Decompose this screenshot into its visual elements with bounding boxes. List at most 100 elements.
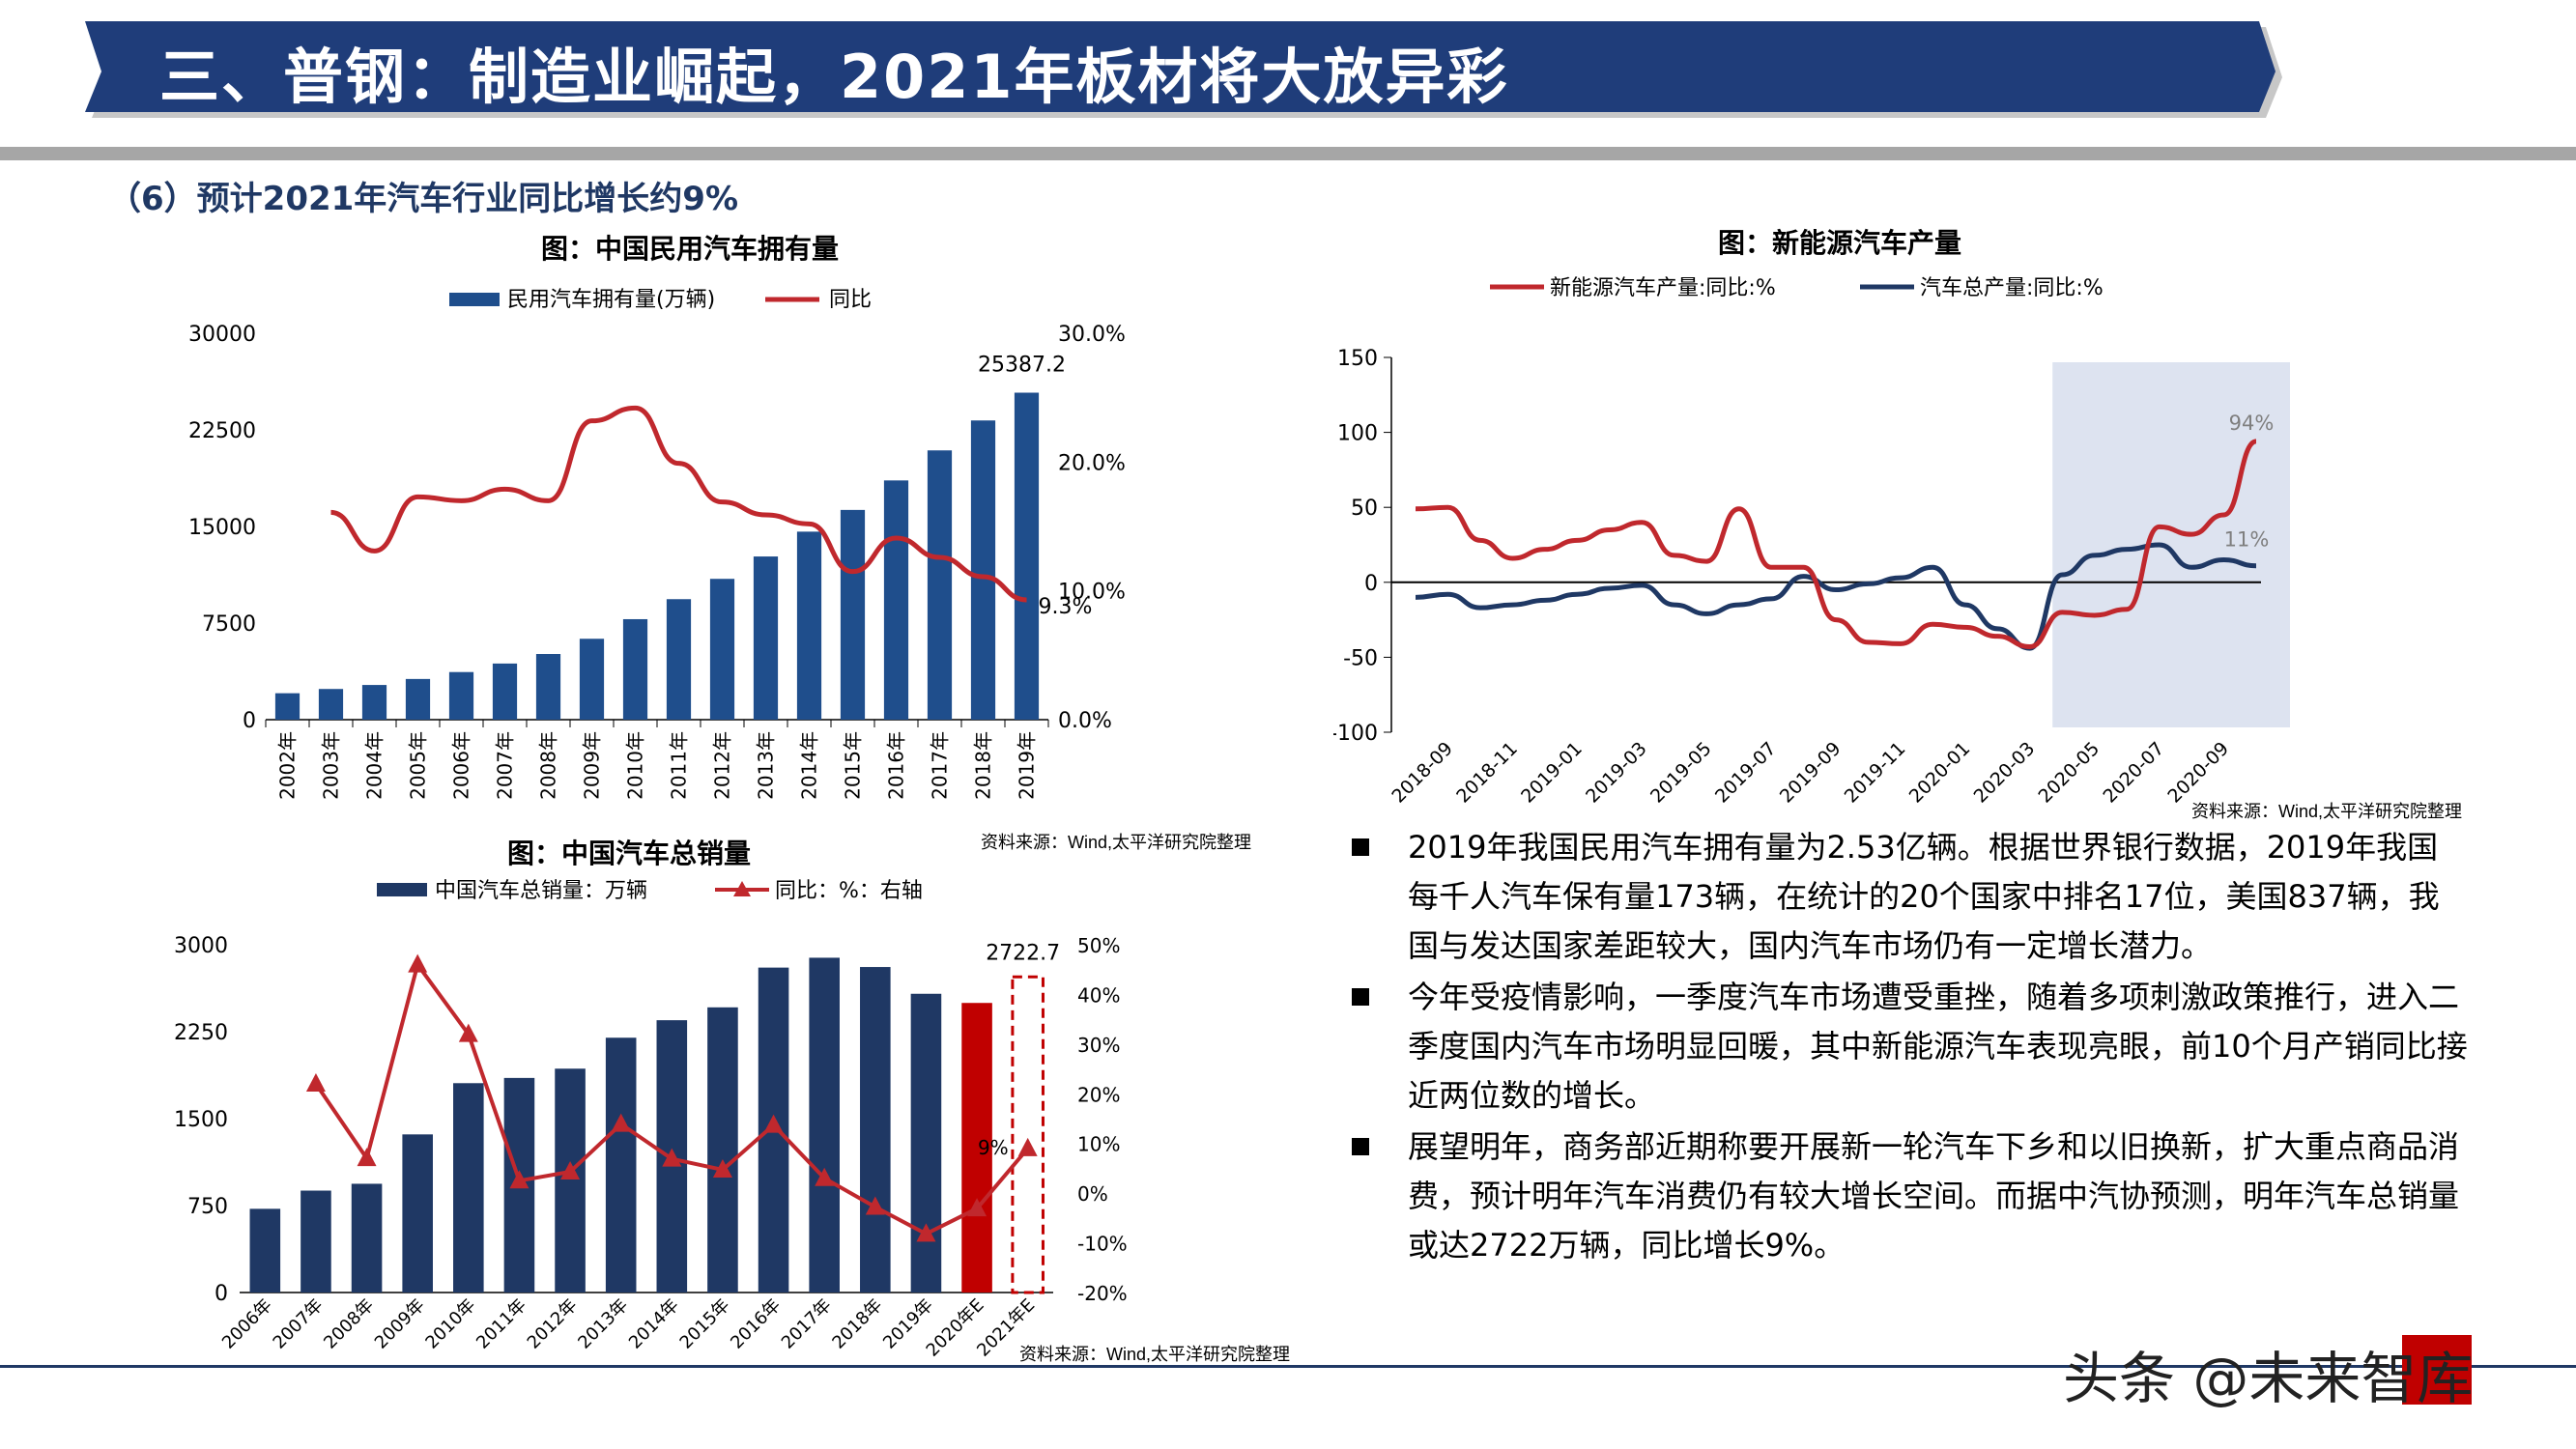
x-tick-label: 2016年 [885,731,908,800]
yoy-marker [865,1196,885,1215]
x-tick-label: 2017年 [778,1295,836,1353]
square-bullet-icon [1352,1138,1369,1155]
data-label-last-line: 9.3% [1039,595,1093,619]
x-tick-label: 2018年 [972,731,995,800]
nev-chart: 新能源汽车产量:同比:% 汽车总产量:同比:% 150 100 50 0 -50 -100 20… [1333,276,2290,808]
x-tick-label: 2009年 [371,1295,429,1353]
y-tick-label: 0 [1364,572,1378,596]
bar [249,1208,281,1293]
y-left-tick-label: 22500 [188,419,256,443]
bar [453,1083,484,1293]
bullet-item: 2019年我国民用汽车拥有量为2.53亿辆。根据世界银行数据，2019年我国每千… [1348,823,2469,971]
yoy-marker [357,1148,377,1167]
bar [927,450,953,720]
sales-chart-title: 图：中国汽车总销量 [507,838,752,869]
y-right-tick-label: 20% [1077,1083,1120,1106]
bar [809,957,840,1293]
bar [405,678,431,720]
x-tick-label: 2014年 [798,731,821,800]
x-tick-label: 2019-09 [1776,738,1846,808]
yoy-marker [509,1170,530,1189]
yoy-marker [458,1023,478,1042]
y-right-tick-label: 0.0% [1058,709,1112,733]
label-nev-end: 94% [2229,412,2275,435]
x-tick-label: 2020-01 [1905,738,1975,808]
bar [605,1037,637,1293]
bar [840,509,866,720]
x-tick-label: 2007年 [270,1295,328,1353]
bar [301,1190,331,1293]
yoy-marker [305,1073,326,1092]
data-label-last-line: 9% [978,1136,1009,1159]
ownership-chart-title: 图：中国民用汽车拥有量 [541,233,840,265]
x-tick-label: 2013年 [574,1295,632,1353]
legend-bar-swatch [449,293,500,306]
y-right-tick-label: 10% [1077,1133,1120,1156]
yoy-marker [916,1223,936,1242]
nev-chart-title: 图：新能源汽车产量 [1718,227,1962,259]
x-tick-label: 2014年 [625,1295,683,1353]
bar [860,967,891,1293]
bar [448,671,474,720]
y-right-tick-label: 40% [1077,983,1120,1007]
bullet-text: 2019年我国民用汽车拥有量为2.53亿辆。根据世界银行数据，2019年我国每千… [1408,829,2440,964]
bar [535,654,561,720]
data-label-last-bar: 2722.7 [986,941,1060,965]
x-tick-label: 2008年 [537,731,560,800]
bar-forecast-2020 [961,1003,992,1293]
watermark: 头条 @未来智库 [2063,1346,2474,1411]
y-right-tick-label: 10.0% [1058,581,1126,605]
x-tick-label: 2010年 [624,731,647,800]
legend-bar-label: 中国汽车总销量：万辆 [435,879,647,903]
y-tick-label: 100 [1337,422,1378,446]
y-tick-label: 50 [1351,497,1378,521]
bar [883,480,909,720]
y-left-tick-label: 1500 [174,1108,228,1132]
x-tick-label: 2019-01 [1517,738,1587,808]
x-tick-label: 2018-11 [1452,738,1522,808]
bar [910,993,942,1293]
x-tick-label: 2020-05 [2035,738,2104,808]
y-tick-label: -50 [1343,646,1378,670]
bar [707,1007,738,1293]
bar [709,579,735,720]
bullet-text: 今年受疫情影响，一季度汽车市场遭受重挫，随着多项刺激政策推行，进入二季度国内汽车… [1408,979,2468,1114]
square-bullet-icon [1352,988,1369,1006]
bar [492,663,518,720]
ownership-source: 资料来源：Wind,太平洋研究院整理 [981,833,1252,852]
bullet-item: 展望明年，商务部近期称要开展新一轮汽车下乡和以旧换新，扩大重点商品消费，预计明年… [1348,1122,2469,1270]
yoy-marker [611,1113,631,1132]
y-right-tick-label: 0% [1077,1182,1108,1206]
y-left-tick-label: 30000 [188,323,256,347]
x-tick-label: 2019-07 [1711,738,1781,808]
x-tick-label: 2015年 [676,1295,734,1353]
y-right-tick-label: 30.0% [1058,323,1126,347]
yoy-marker [662,1148,682,1167]
bar [402,1134,433,1293]
data-label-last-bar: 25387.2 [978,354,1066,378]
bar [351,1183,383,1293]
highlight-region [2052,362,2290,727]
bar-forecast-2021 [1011,975,1045,1294]
y-right-tick-label: 50% [1077,934,1120,957]
legend-line-label: 同比：%：右轴 [775,879,923,903]
legend-total-label: 汽车总产量:同比:% [1920,276,2104,300]
legend-nev-label: 新能源汽车产量:同比:% [1550,276,1776,300]
header-banner [85,21,2282,118]
x-tick-label: 2011年 [668,731,691,800]
yoy-marker [763,1114,784,1133]
sales-chart: 中国汽车总销量：万辆 同比：%：右轴 3000 2250 1500 750 0 50% 40% 3… [174,879,1128,1361]
bar [555,1068,586,1293]
sales-source: 资料来源：Wind,太平洋研究院整理 [1019,1345,1291,1364]
x-tick-label: 2013年 [755,731,778,800]
x-tick-label: 2009年 [581,731,604,800]
x-tick-label: 2016年 [727,1295,785,1353]
section-title: （6）预计2021年汽车行业同比增长约9% [108,180,739,218]
x-tick-label: 2003年 [320,731,343,800]
legend-bar-label: 民用汽车拥有量(万辆) [507,288,715,312]
yoy-marker [967,1198,987,1217]
y-left-tick-label: 3000 [174,934,228,958]
y-tick-label: 150 [1337,347,1378,371]
x-tick-label: 2005年 [407,731,430,800]
y-left-tick-label: 0 [243,709,256,733]
